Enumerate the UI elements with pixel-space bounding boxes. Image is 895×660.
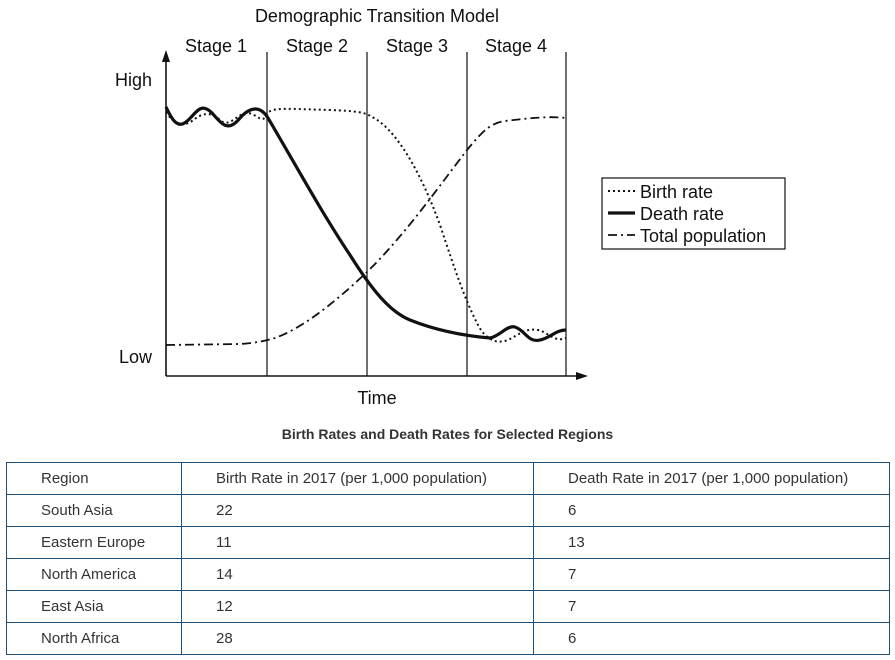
- death-rate-legend-label: Death rate: [640, 204, 724, 224]
- table-row: South Asia 22 6: [6, 494, 890, 527]
- table-row: East Asia 12 7: [6, 590, 890, 623]
- table-row: North Africa 28 6: [6, 622, 890, 655]
- column-header-death-rate: Death Rate in 2017 (per 1,000 population…: [533, 462, 890, 495]
- birth-rate-cell: 11: [181, 526, 534, 559]
- death-rate-cell: 6: [533, 494, 890, 527]
- birth-rate-cell: 12: [181, 590, 534, 623]
- table-row: North America 14 7: [6, 558, 890, 591]
- table-header-row: Region Birth Rate in 2017 (per 1,000 pop…: [6, 462, 890, 495]
- stage-4-label: Stage 4: [485, 36, 547, 56]
- birth-rate-cell: 28: [181, 622, 534, 655]
- region-cell: North Africa: [6, 622, 182, 655]
- death-rate-curve: [164, 106, 567, 343]
- total-population-curve: [165, 116, 567, 346]
- birth-rate-cell: 22: [181, 494, 534, 527]
- y-low-label: Low: [119, 347, 153, 367]
- stage-3-label: Stage 3: [386, 36, 448, 56]
- stage-2-label: Stage 2: [286, 36, 348, 56]
- total-population-legend-label: Total population: [640, 226, 766, 246]
- table-title: Birth Rates and Death Rates for Selected…: [281, 426, 614, 442]
- region-cell: Eastern Europe: [6, 526, 182, 559]
- birth-rate-legend-label: Birth rate: [640, 182, 713, 202]
- region-cell: East Asia: [6, 590, 182, 623]
- birth-rate-curve: [165, 107, 567, 343]
- column-header-birth-rate: Birth Rate in 2017 (per 1,000 population…: [181, 462, 534, 495]
- birth-rate-cell: 14: [181, 558, 534, 591]
- table-row: Eastern Europe 11 13: [6, 526, 890, 559]
- stage-1-label: Stage 1: [185, 36, 247, 56]
- demographic-transition-diagram: Demographic Transition Model Stage 1 Sta…: [115, 6, 786, 408]
- x-axis-arrow-icon: [576, 372, 588, 380]
- region-cell: South Asia: [6, 494, 182, 527]
- diagram-title: Demographic Transition Model: [255, 6, 499, 26]
- column-header-region: Region: [6, 462, 182, 495]
- y-high-label: High: [115, 70, 152, 90]
- death-rate-cell: 13: [533, 526, 890, 559]
- region-cell: North America: [6, 558, 182, 591]
- death-rate-cell: 7: [533, 558, 890, 591]
- rates-table: Region Birth Rate in 2017 (per 1,000 pop…: [6, 462, 890, 655]
- y-axis-arrow-icon: [162, 50, 170, 62]
- x-axis-label: Time: [357, 388, 396, 408]
- death-rate-cell: 6: [533, 622, 890, 655]
- death-rate-cell: 7: [533, 590, 890, 623]
